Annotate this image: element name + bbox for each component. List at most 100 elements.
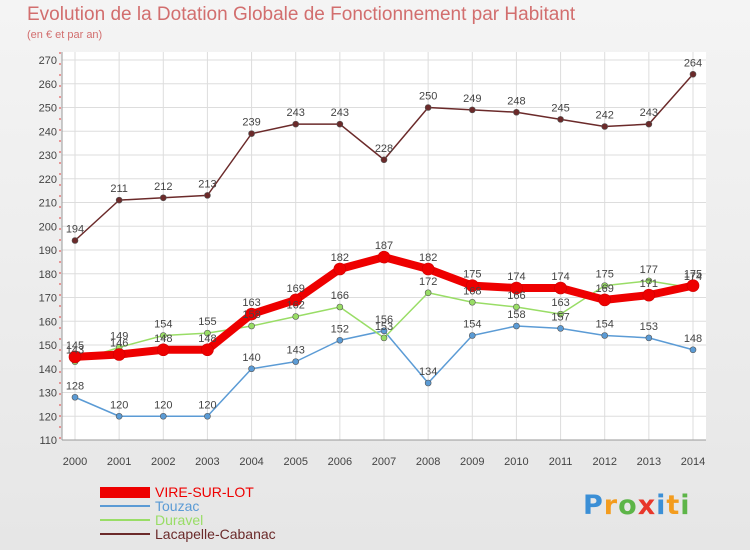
data-point — [468, 106, 476, 114]
data-point — [159, 332, 167, 339]
data-label: 158 — [242, 309, 260, 321]
data-label: 140 — [242, 352, 260, 364]
data-label: 243 — [640, 107, 658, 119]
logo-letter: o — [618, 490, 638, 521]
data-point — [468, 298, 476, 306]
data-point — [159, 194, 167, 202]
data-point — [645, 277, 653, 285]
data-point — [380, 327, 388, 335]
data-label: 154 — [463, 319, 481, 331]
data-point — [204, 412, 211, 420]
data-label: 175 — [463, 269, 481, 281]
data-label: 153 — [640, 321, 658, 333]
data-label: 249 — [463, 93, 481, 105]
data-point — [645, 120, 653, 128]
data-point — [424, 104, 432, 111]
legend-swatch — [100, 533, 150, 535]
data-label: 172 — [419, 276, 437, 288]
data-point — [380, 156, 388, 164]
data-point — [245, 307, 258, 321]
logo-letter: i — [656, 490, 667, 521]
data-point — [557, 116, 564, 123]
data-point — [204, 192, 211, 199]
y-tick-label: 130 — [39, 388, 57, 400]
legend-label: Touzac — [155, 498, 200, 514]
y-tick-label: 140 — [39, 364, 57, 376]
data-point — [598, 293, 612, 307]
data-point — [554, 281, 567, 295]
legend-swatch — [100, 486, 150, 498]
data-point — [686, 279, 700, 292]
data-label: 148 — [154, 333, 172, 345]
data-point — [642, 288, 656, 302]
x-tick-label: 2001 — [107, 456, 131, 468]
data-label: 174 — [507, 271, 525, 283]
data-label: 145 — [66, 340, 84, 352]
x-tick-label: 2002 — [151, 456, 175, 468]
data-point — [292, 358, 300, 365]
y-tick-label: 250 — [39, 103, 57, 115]
data-point — [424, 379, 432, 387]
data-label: 158 — [507, 309, 525, 321]
logo-letter: i — [680, 490, 691, 521]
data-label: 153 — [375, 321, 393, 333]
data-point — [71, 393, 79, 401]
y-tick-label: 190 — [39, 245, 57, 257]
data-point — [68, 350, 82, 364]
data-label: 171 — [640, 278, 658, 290]
data-point — [204, 329, 211, 337]
x-tick-label: 2004 — [239, 456, 263, 468]
data-label: 166 — [331, 290, 349, 302]
y-tick-label: 150 — [39, 340, 57, 352]
data-point — [380, 334, 388, 342]
data-label: 156 — [375, 314, 393, 326]
data-point — [601, 123, 609, 130]
data-label: 174 — [684, 271, 702, 283]
data-point — [159, 412, 167, 420]
legend-label: Lacapelle-Cabanac — [155, 526, 276, 542]
logo-letter: r — [603, 490, 619, 521]
data-label: 242 — [596, 110, 614, 122]
data-point — [513, 322, 520, 330]
x-tick-label: 2006 — [328, 456, 352, 468]
x-tick-label: 2014 — [681, 456, 705, 468]
data-label: 155 — [198, 316, 216, 328]
data-label: 149 — [110, 330, 128, 342]
data-point — [201, 343, 214, 357]
legend-swatch — [100, 505, 150, 507]
line-chart: 110 120 130 140 150 160 170 180 190 200 210 220 230 2… — [39, 52, 706, 468]
data-point — [557, 325, 564, 332]
y-tick-label: 200 — [39, 221, 57, 233]
data-label: 143 — [66, 345, 84, 357]
data-point — [115, 196, 123, 204]
y-tick-label: 240 — [39, 126, 57, 138]
data-label: 194 — [66, 224, 84, 236]
data-label: 182 — [419, 252, 437, 264]
data-label: 154 — [596, 319, 614, 331]
data-label: 211 — [110, 183, 128, 195]
x-tick-label: 2000 — [63, 456, 87, 468]
data-label: 134 — [419, 366, 437, 378]
data-label: 243 — [287, 107, 305, 119]
x-tick-label: 2008 — [416, 456, 440, 468]
data-label: 177 — [640, 264, 658, 276]
data-point — [248, 130, 255, 137]
y-tick-label: 270 — [39, 55, 57, 67]
data-label: 245 — [551, 102, 569, 114]
legend-swatch — [100, 519, 150, 521]
data-point — [248, 322, 255, 330]
data-label: 168 — [463, 285, 481, 297]
data-label: 128 — [66, 380, 84, 392]
data-label: 148 — [198, 333, 216, 345]
proxiti-logo: Proxiti — [583, 490, 691, 521]
data-point — [333, 262, 347, 276]
data-point — [115, 412, 123, 420]
data-label: 213 — [198, 178, 216, 190]
data-point — [156, 343, 170, 357]
y-tick-label: 120 — [39, 411, 57, 423]
data-label: 152 — [331, 323, 349, 335]
y-tick-label: 220 — [39, 174, 57, 186]
data-point — [336, 336, 344, 344]
data-label: 120 — [198, 399, 216, 411]
